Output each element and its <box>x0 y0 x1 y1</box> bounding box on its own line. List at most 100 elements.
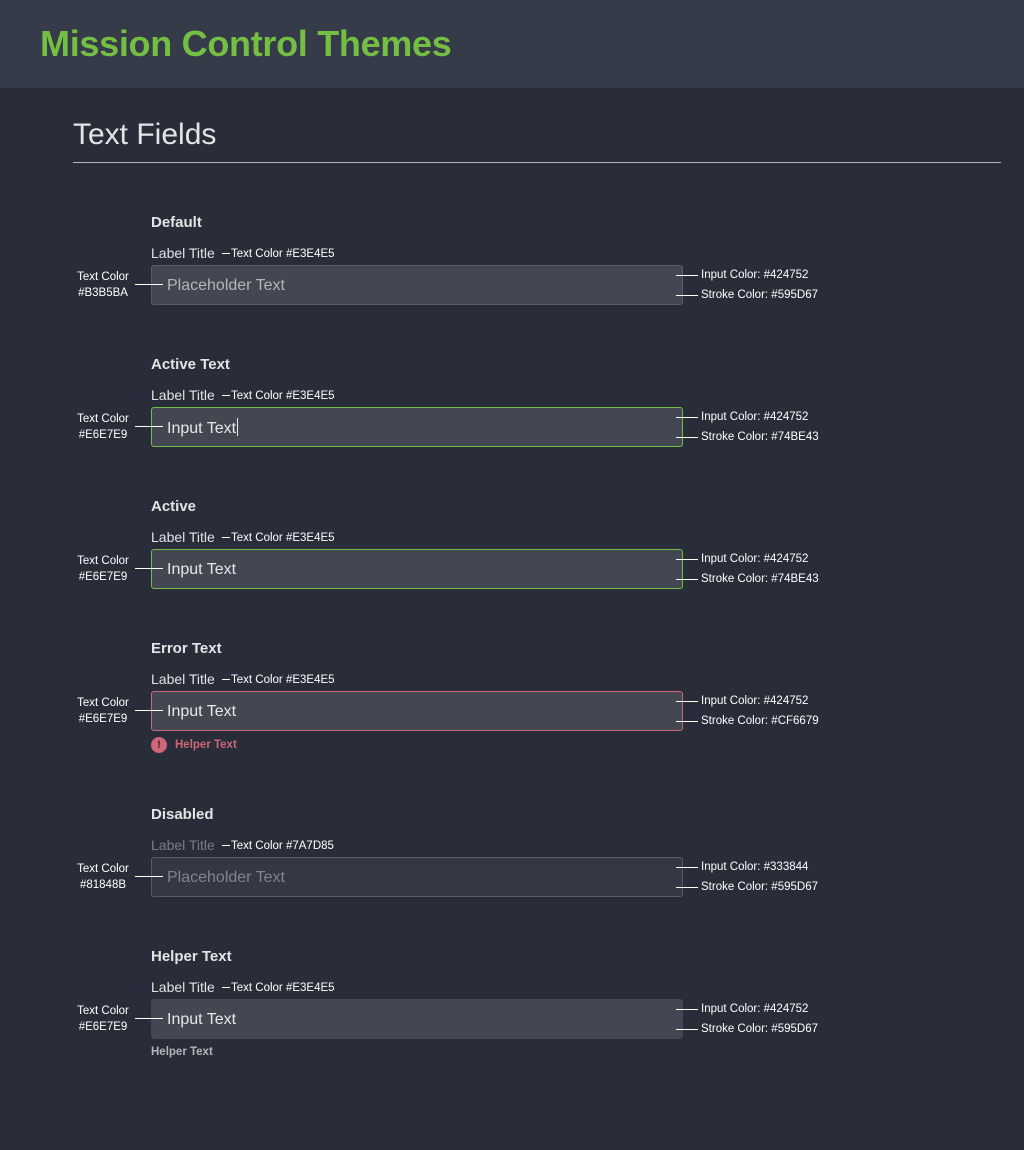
helper-text: Helper Text <box>151 1046 213 1058</box>
callout-line <box>135 284 163 285</box>
text-color-note: Text Color #E6E7E9 <box>62 411 144 443</box>
field-label: Label Title <box>151 529 215 545</box>
label-color-note: Text Color #E3E4E5 <box>222 246 335 262</box>
label-color-note: Text Color #E3E4E5 <box>222 388 335 404</box>
text-caret <box>237 418 239 436</box>
callout-dash <box>222 679 230 681</box>
text-color-note: Text Color #81848B <box>62 861 144 893</box>
error-input[interactable]: Input Text <box>151 691 683 731</box>
callout-line <box>676 437 698 438</box>
input-value: Input Text <box>167 1011 237 1028</box>
active-input[interactable]: Input Text <box>151 549 683 589</box>
callout-line <box>676 275 698 276</box>
text-color-note-value: #B3B5BA <box>78 287 128 299</box>
label-color-note: Text Color #7A7D85 <box>222 838 334 854</box>
field-label: Label Title <box>151 671 215 687</box>
text-color-note: Text Color #B3B5BA <box>62 269 144 301</box>
active-field-spec: Active Label Title Text Color #E3E4E5 Te… <box>0 498 1024 638</box>
stroke-color-note: Stroke Color: #74BE43 <box>701 573 819 585</box>
app-header: Mission Control Themes <box>0 0 1024 88</box>
label-color-note-text: Text Color #E3E4E5 <box>231 248 335 260</box>
callout-line <box>135 568 163 569</box>
field-label: Label Title <box>151 387 215 403</box>
label-color-note-text: Text Color #E3E4E5 <box>231 532 335 544</box>
text-color-note-title: Text Color <box>77 1005 129 1017</box>
state-heading: Error Text <box>151 640 222 657</box>
error-helper: ! Helper Text <box>151 737 237 753</box>
label-color-note: Text Color #E3E4E5 <box>222 672 335 688</box>
input-placeholder: Placeholder Text <box>167 277 285 294</box>
callout-dash <box>222 395 230 397</box>
default-field-spec: Default Label Title Text Color #E3E4E5 T… <box>0 214 1024 354</box>
input-value-text: Input Text <box>167 420 237 437</box>
callout-dash <box>222 253 230 255</box>
state-heading: Disabled <box>151 806 214 823</box>
text-color-note: Text Color #E6E7E9 <box>62 695 144 727</box>
stroke-color-note: Stroke Color: #74BE43 <box>701 431 819 443</box>
callout-line <box>676 1009 698 1010</box>
callout-line <box>135 876 163 877</box>
input-color-note: Input Color: #424752 <box>701 411 809 423</box>
default-text-input[interactable]: Placeholder Text <box>151 265 683 305</box>
input-color-note: Input Color: #424752 <box>701 1003 809 1015</box>
section-divider <box>73 162 1001 163</box>
state-heading: Helper Text <box>151 948 232 965</box>
app-title: Mission Control Themes <box>40 23 452 64</box>
error-field-spec: Error Text Label Title Text Color #E3E4E… <box>0 640 1024 780</box>
input-color-note: Input Color: #333844 <box>701 861 809 873</box>
stroke-color-note: Stroke Color: #CF6679 <box>701 715 819 727</box>
field-label: Label Title <box>151 979 215 995</box>
callout-line <box>676 887 698 888</box>
state-heading: Active <box>151 498 197 515</box>
active-text-field-spec: Active Text Label Title Text Color #E3E4… <box>0 356 1024 496</box>
text-color-note-value: #E6E7E9 <box>78 713 128 725</box>
callout-line <box>135 1018 163 1019</box>
callout-line <box>676 721 698 722</box>
callout-dash <box>222 845 230 847</box>
text-color-note-value: #E6E7E9 <box>78 429 128 441</box>
label-color-note-text: Text Color #E3E4E5 <box>231 982 335 994</box>
callout-line <box>676 417 698 418</box>
text-color-note-value: #81848B <box>79 879 127 891</box>
callout-line <box>676 295 698 296</box>
input-value: Input Text <box>167 703 237 720</box>
disabled-field-spec: Disabled Label Title Text Color #7A7D85 … <box>0 806 1024 946</box>
callout-line <box>676 579 698 580</box>
helper-input[interactable]: Input Text <box>151 999 683 1039</box>
error-helper-text: Helper Text <box>175 739 237 751</box>
callout-line <box>135 426 163 427</box>
section-title: Text Fields <box>73 118 217 151</box>
label-color-note-text: Text Color #E3E4E5 <box>231 674 335 686</box>
field-label: Label Title <box>151 837 215 853</box>
state-heading: Active Text <box>151 356 230 373</box>
error-alert-icon: ! <box>151 737 167 753</box>
input-color-note: Input Color: #424752 <box>701 695 809 707</box>
input-value: Input Text <box>167 561 237 578</box>
input-placeholder: Placeholder Text <box>167 869 285 886</box>
stroke-color-note: Stroke Color: #595D67 <box>701 289 818 301</box>
disabled-input: Placeholder Text <box>151 857 683 897</box>
callout-dash <box>222 987 230 989</box>
field-label: Label Title <box>151 245 215 261</box>
label-color-note-text: Text Color #E3E4E5 <box>231 390 335 402</box>
helper-field-spec: Helper Text Label Title Text Color #E3E4… <box>0 948 1024 1088</box>
label-color-note: Text Color #E3E4E5 <box>222 530 335 546</box>
input-color-note: Input Color: #424752 <box>701 553 809 565</box>
text-color-note-title: Text Color <box>77 271 129 283</box>
text-color-note-value: #E6E7E9 <box>78 571 128 583</box>
text-color-note: Text Color #E6E7E9 <box>62 1003 144 1035</box>
state-heading: Default <box>151 214 202 231</box>
callout-dash <box>222 537 230 539</box>
text-color-note: Text Color #E6E7E9 <box>62 553 144 585</box>
label-color-note-text: Text Color #7A7D85 <box>231 840 334 852</box>
callout-line <box>676 701 698 702</box>
stroke-color-note: Stroke Color: #595D67 <box>701 1023 818 1035</box>
callout-line <box>135 710 163 711</box>
text-color-note-title: Text Color <box>77 413 129 425</box>
stroke-color-note: Stroke Color: #595D67 <box>701 881 818 893</box>
active-text-input[interactable]: Input Text <box>151 407 683 447</box>
text-color-note-title: Text Color <box>77 555 129 567</box>
text-color-note-value: #E6E7E9 <box>78 1021 128 1033</box>
input-color-note: Input Color: #424752 <box>701 269 809 281</box>
input-value: Input Text <box>167 418 239 439</box>
